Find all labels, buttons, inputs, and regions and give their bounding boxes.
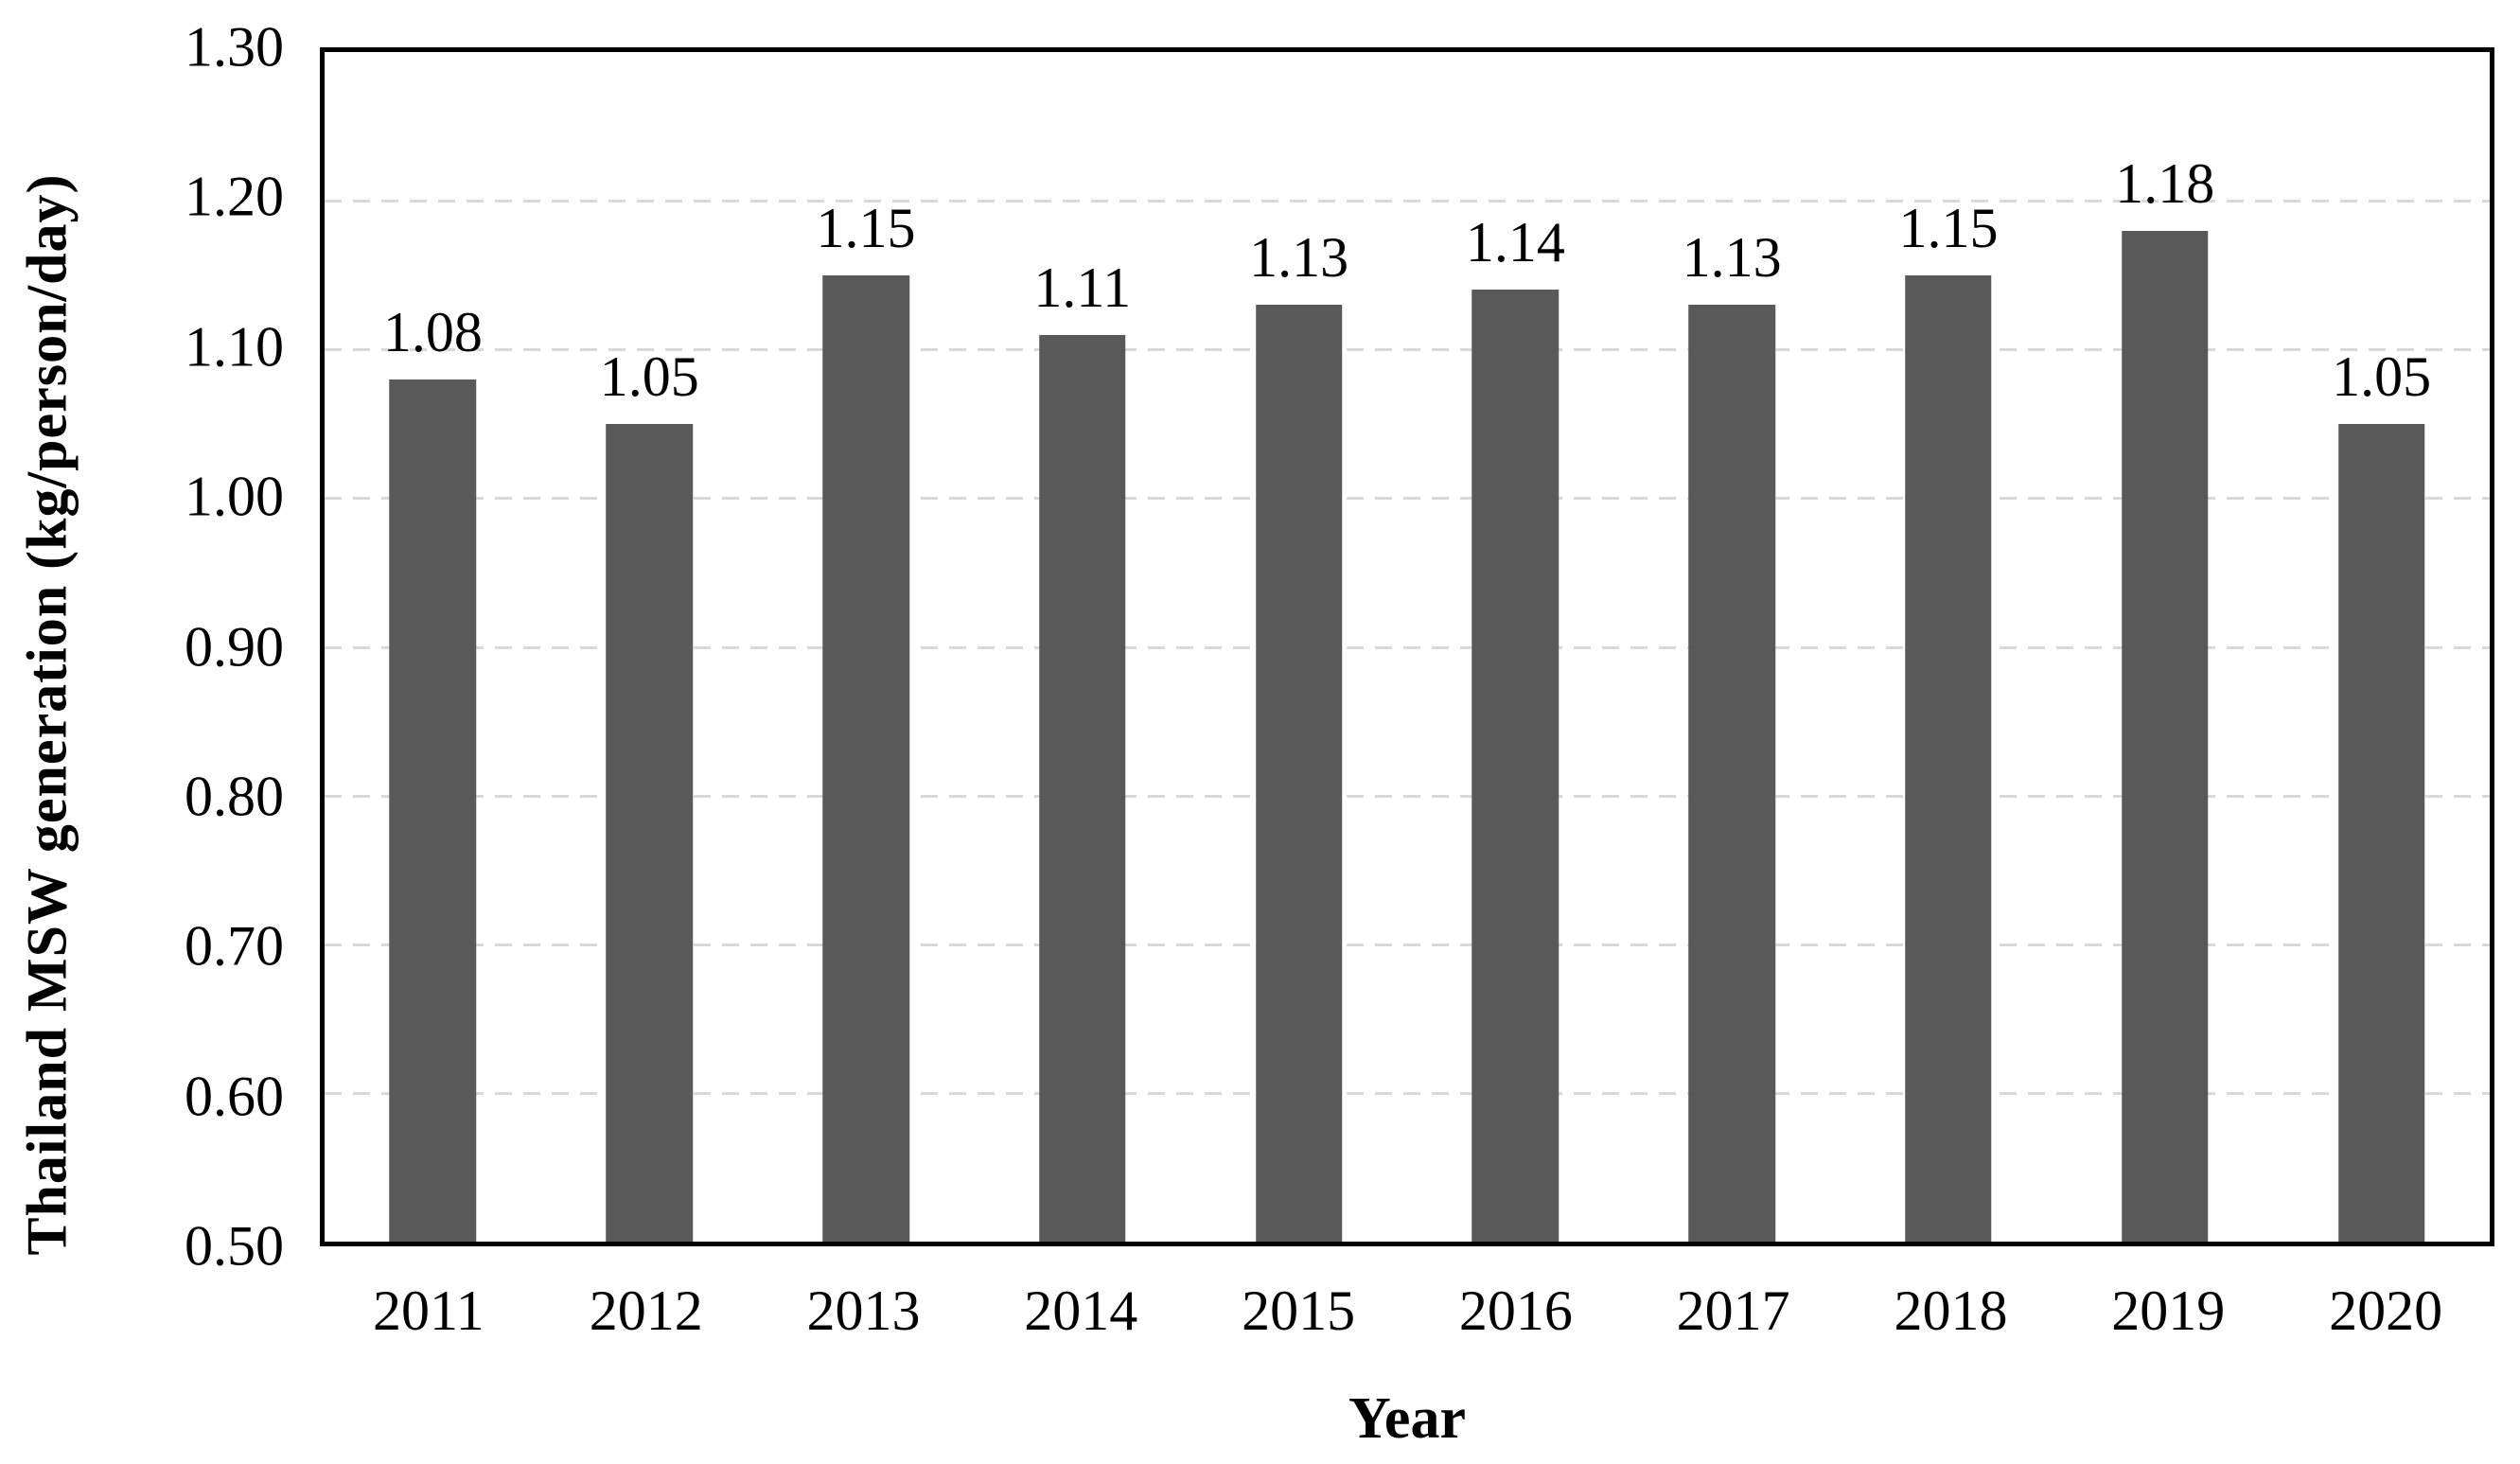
y-tick-label: 1.10 xyxy=(185,315,284,379)
bar-slot-2017: 1.13 xyxy=(1624,52,1841,1242)
bar-2015 xyxy=(1255,305,1343,1242)
gridline xyxy=(325,794,2490,798)
bar-2013 xyxy=(822,274,909,1242)
bar-slot-2018: 1.15 xyxy=(1841,52,2057,1242)
bar-slot-2013: 1.15 xyxy=(758,52,975,1242)
bar-value-label-2019: 1.18 xyxy=(2115,151,2215,215)
bar-2017 xyxy=(1688,305,1775,1242)
bar-slot-2016: 1.14 xyxy=(1407,52,1624,1242)
x-tick-label-2016: 2016 xyxy=(1458,1279,1573,1342)
y-tick-label: 1.20 xyxy=(185,165,284,228)
y-tick-label: 0.90 xyxy=(185,615,284,678)
bar-2016 xyxy=(1471,290,1560,1242)
y-tick-label: 1.00 xyxy=(185,465,284,528)
plot-area: 1.08 1.05 1.15 1.11 1.13 1.14 1.13 1.15 1.18 1.05 xyxy=(320,47,2494,1246)
bar-value-label-2011: 1.08 xyxy=(382,300,483,363)
x-axis-ticks: 2011 2012 2013 2014 2015 2016 2017 2018 2019 2020 xyxy=(320,1282,2494,1339)
bar-2011 xyxy=(389,379,477,1242)
bar-slot-2011: 1.08 xyxy=(325,52,541,1242)
bar-slot-2014: 1.11 xyxy=(974,52,1190,1242)
gridlines-layer xyxy=(325,52,2490,1242)
bar-2012 xyxy=(606,423,693,1242)
bar-value-label-2015: 1.13 xyxy=(1249,226,1349,290)
y-tick-label: 1.30 xyxy=(185,15,284,79)
gridline xyxy=(325,943,2490,946)
bar-value-label-2020: 1.05 xyxy=(2332,344,2432,408)
x-tick-label-2017: 2017 xyxy=(1676,1279,1790,1342)
gridline xyxy=(325,1091,2490,1095)
bar-slot-2012: 1.05 xyxy=(541,52,758,1242)
x-tick-label-2018: 2018 xyxy=(1894,1279,2008,1342)
bar-2020 xyxy=(2337,423,2425,1242)
x-axis-title: Year xyxy=(1348,1386,1466,1451)
bar-value-label-2016: 1.14 xyxy=(1465,211,1565,274)
x-tick-label-2019: 2019 xyxy=(2111,1279,2226,1342)
bar-slot-2019: 1.18 xyxy=(2056,52,2273,1242)
x-tick-label-2020: 2020 xyxy=(2329,1279,2443,1342)
bar-value-label-2018: 1.15 xyxy=(1898,196,1999,259)
bar-2019 xyxy=(2122,230,2209,1242)
y-tick-label: 0.60 xyxy=(185,1065,284,1128)
bar-slot-2020: 1.05 xyxy=(2273,52,2490,1242)
y-tick-label: 0.70 xyxy=(185,914,284,978)
bar-value-label-2013: 1.15 xyxy=(816,196,916,259)
x-tick-label-2013: 2013 xyxy=(806,1279,921,1342)
gridline xyxy=(325,200,2490,203)
y-axis-ticks: 1.30 1.20 1.10 1.00 0.90 0.80 0.70 0.60 0.50 xyxy=(0,16,284,1278)
bar-2014 xyxy=(1039,334,1126,1242)
gridline xyxy=(325,645,2490,649)
gridline xyxy=(325,348,2490,352)
y-tick-label: 0.50 xyxy=(185,1214,284,1278)
x-tick-label-2015: 2015 xyxy=(1242,1279,1356,1342)
y-tick-label: 0.80 xyxy=(185,765,284,828)
x-tick-label-2012: 2012 xyxy=(589,1279,703,1342)
bar-2018 xyxy=(1905,274,1992,1242)
x-tick-label-2014: 2014 xyxy=(1024,1279,1138,1342)
bar-value-label-2017: 1.13 xyxy=(1682,226,1782,290)
gridline xyxy=(325,497,2490,501)
bars-layer: 1.08 1.05 1.15 1.11 1.13 1.14 1.13 1.15 1.18 1.05 xyxy=(325,52,2490,1242)
bar-value-label-2014: 1.11 xyxy=(1033,256,1132,319)
bar-value-label-2012: 1.05 xyxy=(599,344,699,408)
x-tick-label-2011: 2011 xyxy=(373,1279,485,1342)
bar-slot-2015: 1.13 xyxy=(1190,52,1407,1242)
